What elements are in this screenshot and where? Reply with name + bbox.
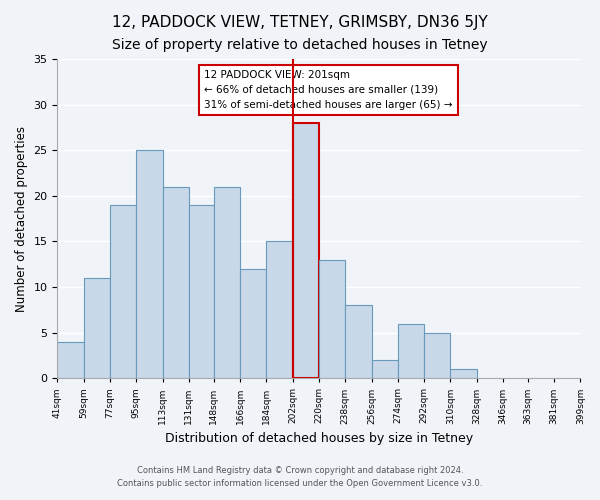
Bar bbox=[451, 369, 477, 378]
Bar bbox=[266, 242, 293, 378]
X-axis label: Distribution of detached houses by size in Tetney: Distribution of detached houses by size … bbox=[165, 432, 473, 445]
Bar bbox=[398, 324, 424, 378]
Bar bbox=[136, 150, 163, 378]
Bar bbox=[189, 205, 214, 378]
Bar bbox=[345, 306, 371, 378]
Text: Size of property relative to detached houses in Tetney: Size of property relative to detached ho… bbox=[112, 38, 488, 52]
Bar bbox=[214, 186, 240, 378]
Bar bbox=[240, 269, 266, 378]
Bar bbox=[424, 332, 451, 378]
Bar bbox=[371, 360, 398, 378]
Text: 12, PADDOCK VIEW, TETNEY, GRIMSBY, DN36 5JY: 12, PADDOCK VIEW, TETNEY, GRIMSBY, DN36 … bbox=[112, 15, 488, 30]
Bar bbox=[293, 123, 319, 378]
Text: Contains HM Land Registry data © Crown copyright and database right 2024.
Contai: Contains HM Land Registry data © Crown c… bbox=[118, 466, 482, 487]
Bar bbox=[58, 342, 84, 378]
Bar bbox=[110, 205, 136, 378]
Y-axis label: Number of detached properties: Number of detached properties bbox=[15, 126, 28, 312]
Bar bbox=[319, 260, 345, 378]
Bar bbox=[84, 278, 110, 378]
Text: 12 PADDOCK VIEW: 201sqm
← 66% of detached houses are smaller (139)
31% of semi-d: 12 PADDOCK VIEW: 201sqm ← 66% of detache… bbox=[204, 70, 452, 110]
Bar bbox=[163, 186, 189, 378]
